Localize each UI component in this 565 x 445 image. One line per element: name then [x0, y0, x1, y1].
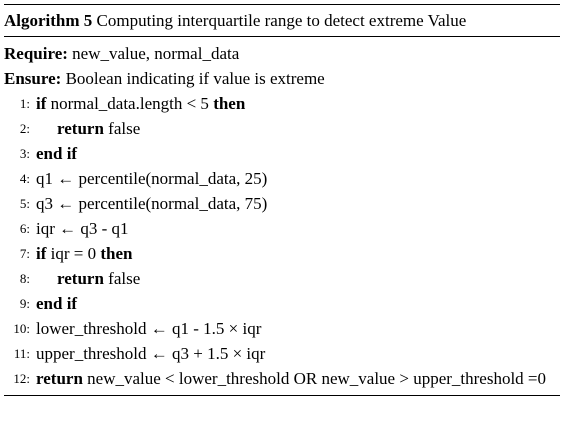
code-line-6: 6: iqr ← q3 - q1 — [4, 216, 560, 241]
algorithm-block: Algorithm 5 Computing interquartile rang… — [4, 4, 560, 396]
line-number: 9: — [19, 296, 30, 311]
keyword-if: if — [36, 94, 47, 113]
line-number: 3: — [19, 146, 30, 161]
code-text: false — [108, 269, 141, 288]
code-text: lower_threshold ← q1 - 1.5 × iqr — [36, 319, 262, 338]
code-text: upper_threshold ← q3 + 1.5 × iqr — [36, 344, 266, 363]
line-number: 4: — [19, 171, 30, 186]
code-line-11: 11: upper_threshold ← q3 + 1.5 × iqr — [4, 341, 560, 366]
code-line-12: 12: return new_value < lower_threshold O… — [4, 366, 560, 391]
keyword-return: return — [57, 119, 104, 138]
code-text: iqr ← q3 - q1 — [36, 219, 129, 238]
caption-rule — [4, 36, 560, 37]
algorithm-title: Computing interquartile range to detect … — [96, 11, 467, 30]
code-text: normal_data.length < 5 — [50, 94, 209, 113]
code-line-1: 1: if normal_data.length < 5 then — [4, 91, 560, 116]
line-number: 11: — [13, 346, 30, 361]
line-number: 10: — [13, 321, 30, 336]
code-line-8: 8: return false — [4, 266, 560, 291]
code-text: new_value < lower_threshold OR new_value… — [87, 369, 547, 388]
ensure-line: Ensure: Boolean indicating if value is e… — [4, 66, 560, 91]
keyword-if: if — [36, 244, 47, 263]
require-line: Require: new_value, normal_data — [4, 41, 560, 66]
code-text: q1 ← percentile(normal_data, 25) — [36, 169, 268, 188]
line-number: 6: — [19, 221, 30, 236]
code-text: false — [108, 119, 141, 138]
require-keyword: Require: — [4, 44, 68, 63]
line-number: 2: — [19, 121, 30, 136]
keyword-return: return — [36, 369, 83, 388]
line-number: 5: — [19, 196, 30, 211]
code-line-9: 9: end if — [4, 291, 560, 316]
line-number: 7: — [19, 246, 30, 261]
line-number: 12: — [13, 371, 30, 386]
line-number: 8: — [19, 271, 30, 286]
algorithm-caption: Algorithm 5 Computing interquartile rang… — [4, 5, 560, 36]
code-line-10: 10: lower_threshold ← q1 - 1.5 × iqr — [4, 316, 560, 341]
keyword-return: return — [57, 269, 104, 288]
keyword-then: then — [100, 244, 133, 263]
code-text: iqr = 0 — [50, 244, 97, 263]
code-line-4: 4: q1 ← percentile(normal_data, 25) — [4, 166, 560, 191]
code-line-2: 2: return false — [4, 116, 560, 141]
algorithm-label: Algorithm 5 — [4, 11, 93, 30]
line-number: 1: — [19, 96, 30, 111]
code-line-7: 7: if iqr = 0 then — [4, 241, 560, 266]
code-line-5: 5: q3 ← percentile(normal_data, 75) — [4, 191, 560, 216]
keyword-end-if: end if — [36, 144, 78, 163]
code-text: q3 ← percentile(normal_data, 75) — [36, 194, 268, 213]
bottom-rule — [4, 395, 560, 396]
code-line-3: 3: end if — [4, 141, 560, 166]
ensure-text: Boolean indicating if value is extreme — [65, 69, 325, 88]
keyword-end-if: end if — [36, 294, 78, 313]
top-rule — [4, 4, 560, 5]
ensure-keyword: Ensure: — [4, 69, 62, 88]
require-text: new_value, normal_data — [72, 44, 240, 63]
keyword-then: then — [213, 94, 246, 113]
